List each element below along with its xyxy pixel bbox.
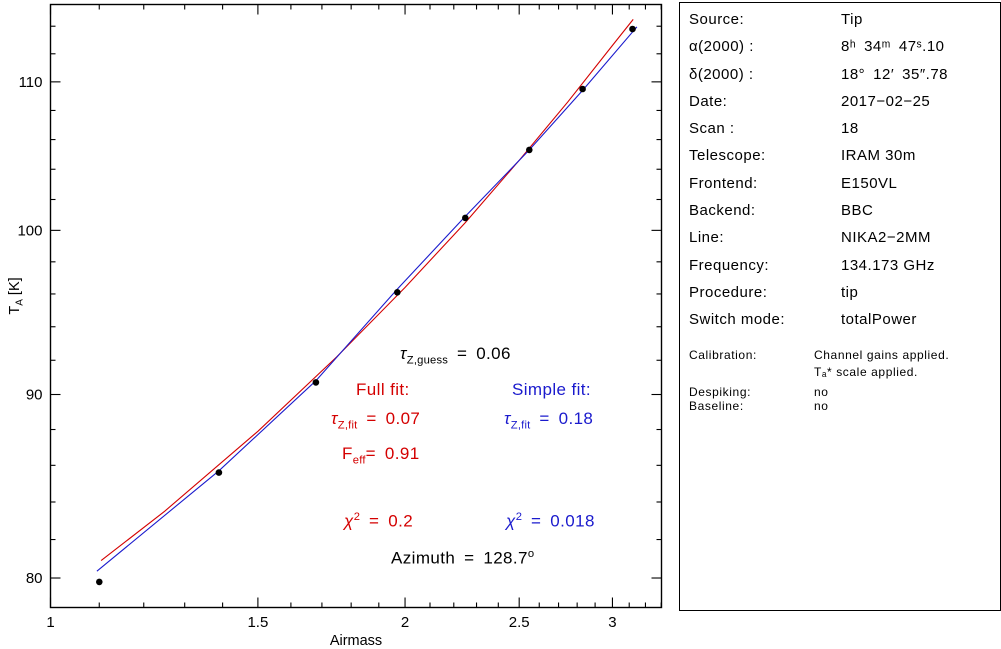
info-row-label: Source: xyxy=(689,11,745,28)
calibration-row-label: Baseline: xyxy=(689,398,744,413)
observation-info-rows: Source: Tip α(2000) : 8ʰ 34ᵐ 47ˢ.10 δ(2000) … xyxy=(689,6,997,334)
data-point xyxy=(526,146,533,154)
observation-info-panel: Source: Tip α(2000) : 8ʰ 34ᵐ 47ˢ.10 δ(2000) … xyxy=(679,2,1001,611)
simple-fit-line xyxy=(96,26,638,572)
data-point xyxy=(312,379,320,386)
calibration-row: Despiking: no xyxy=(689,385,998,400)
info-row-value: totalPower xyxy=(841,311,917,329)
info-row: Switch mode: totalPower xyxy=(689,306,997,333)
simple-fit-header: Simple fit: xyxy=(512,380,592,399)
full-fit-header: Full fit: xyxy=(356,380,410,399)
y-tick-label: 110 xyxy=(19,74,43,91)
tau-symbol: τ xyxy=(400,344,407,363)
calibration-info-rows: Calibration: Channel gains applied. Tₐ* sc… xyxy=(689,347,998,413)
data-point xyxy=(629,25,636,33)
info-row: Line: NIKA2−2MM xyxy=(689,224,997,251)
info-row-value: 18 xyxy=(841,120,859,138)
info-row-value: IRAM 30m xyxy=(841,147,916,165)
calibration-row-label: Despiking: xyxy=(689,385,752,399)
data-point xyxy=(394,289,401,296)
plot-frame xyxy=(49,3,663,609)
calibration-row-label xyxy=(689,364,814,381)
tau-fit-simple-annotation: τZ,fit = 0.18 xyxy=(504,409,594,432)
info-row-label: Switch mode: xyxy=(689,311,786,329)
full-fit-line xyxy=(100,19,634,562)
data-point xyxy=(579,85,586,93)
calibration-row-value: no xyxy=(814,398,829,413)
azimuth-annotation: Azimuth = 128.7o xyxy=(391,548,535,568)
info-row: Telescope: IRAM 30m xyxy=(689,142,997,169)
info-row-value: tip xyxy=(841,283,859,301)
info-row-value: 18° 12′ 35″.78 xyxy=(841,65,949,83)
x-tick-label: 2.5 xyxy=(509,614,530,631)
calibration-row-value: no xyxy=(814,385,829,399)
info-row-label: Backend: xyxy=(689,202,756,220)
chi-symbol: χ xyxy=(344,511,354,531)
calibration-row: Baseline: no xyxy=(689,398,998,414)
info-row: Source: Tip xyxy=(689,6,997,33)
calibration-row-value: Tₐ* scale applied. xyxy=(814,365,918,379)
info-row-label: Procedure: xyxy=(689,283,768,301)
info-row-label: Date: xyxy=(689,92,728,110)
data-point xyxy=(462,214,469,222)
chi-symbol: χ xyxy=(506,511,516,531)
chi-squared-simple-annotation: χ2 = 0.018 xyxy=(506,511,595,531)
tau-symbol: τ xyxy=(331,409,338,428)
info-row-label: Frontend: xyxy=(689,174,758,192)
tau-fit-full-annotation: τZ,fit = 0.07 xyxy=(331,409,421,432)
calibration-row: Calibration: Channel gains applied. xyxy=(689,347,998,364)
info-row-value: 134.173 GHz xyxy=(841,256,935,274)
x-tick-label: 3 xyxy=(608,614,616,631)
y-tick-label: 80 xyxy=(26,570,43,587)
forward-efficiency-annotation: Feff= 0.91 xyxy=(342,444,420,467)
info-row-value: E150VL xyxy=(841,174,898,192)
info-row-value: 2017−02−25 xyxy=(841,92,931,110)
x-tick-label: 1.5 xyxy=(247,614,268,631)
info-row-label: Frequency: xyxy=(689,256,770,274)
x-axis-title: Airmass xyxy=(330,633,382,649)
info-row: δ(2000) : 18° 12′ 35″.78 xyxy=(689,61,997,88)
info-row-value: NIKA2−2MM xyxy=(841,229,931,247)
info-row: Scan : 18 xyxy=(689,115,997,142)
x-tick-label: 2 xyxy=(401,614,409,631)
info-row-value: Tip xyxy=(841,11,863,28)
info-row-value: 8ʰ 34ᵐ 47ˢ.10 xyxy=(841,38,945,56)
y-axis-title: TA [K] xyxy=(7,277,26,314)
info-row: Frontend: E150VL xyxy=(689,170,997,197)
info-row: Frequency: 134.173 GHz xyxy=(689,252,997,279)
info-row-value: BBC xyxy=(841,202,874,220)
calibration-row-value: Channel gains applied. xyxy=(814,348,950,362)
x-tick-label: 1 xyxy=(46,614,54,631)
tau-symbol: τ xyxy=(504,409,511,428)
info-row-label: Line: xyxy=(689,229,725,247)
airmass-temperature-chart: 1 1.5 2 2.5 3 80 90 100 110 Airmass TA [K] xyxy=(7,3,663,649)
info-row: Procedure: tip xyxy=(689,279,997,306)
info-row: α(2000) : 8ʰ 34ᵐ 47ˢ.10 xyxy=(689,33,997,60)
calibration-row: Tₐ* scale applied. xyxy=(689,364,998,381)
y-tick-label: 100 xyxy=(17,222,42,239)
info-row-label: Scan : xyxy=(689,120,735,138)
data-point xyxy=(215,469,223,476)
y-tick-label: 90 xyxy=(26,387,43,404)
calibration-row-label: Calibration: xyxy=(689,348,757,362)
info-row: Backend: BBC xyxy=(689,197,997,224)
info-row-label: Telescope: xyxy=(689,147,766,165)
data-point xyxy=(96,578,103,586)
chi-squared-full-annotation: χ2 = 0.2 xyxy=(344,511,414,531)
tau-guess-annotation: τZ,guess = 0.06 xyxy=(400,344,511,367)
info-row-label: α(2000) : xyxy=(689,38,754,56)
info-row-label: δ(2000) : xyxy=(689,65,754,83)
info-row: Date: 2017−02−25 xyxy=(689,88,997,115)
